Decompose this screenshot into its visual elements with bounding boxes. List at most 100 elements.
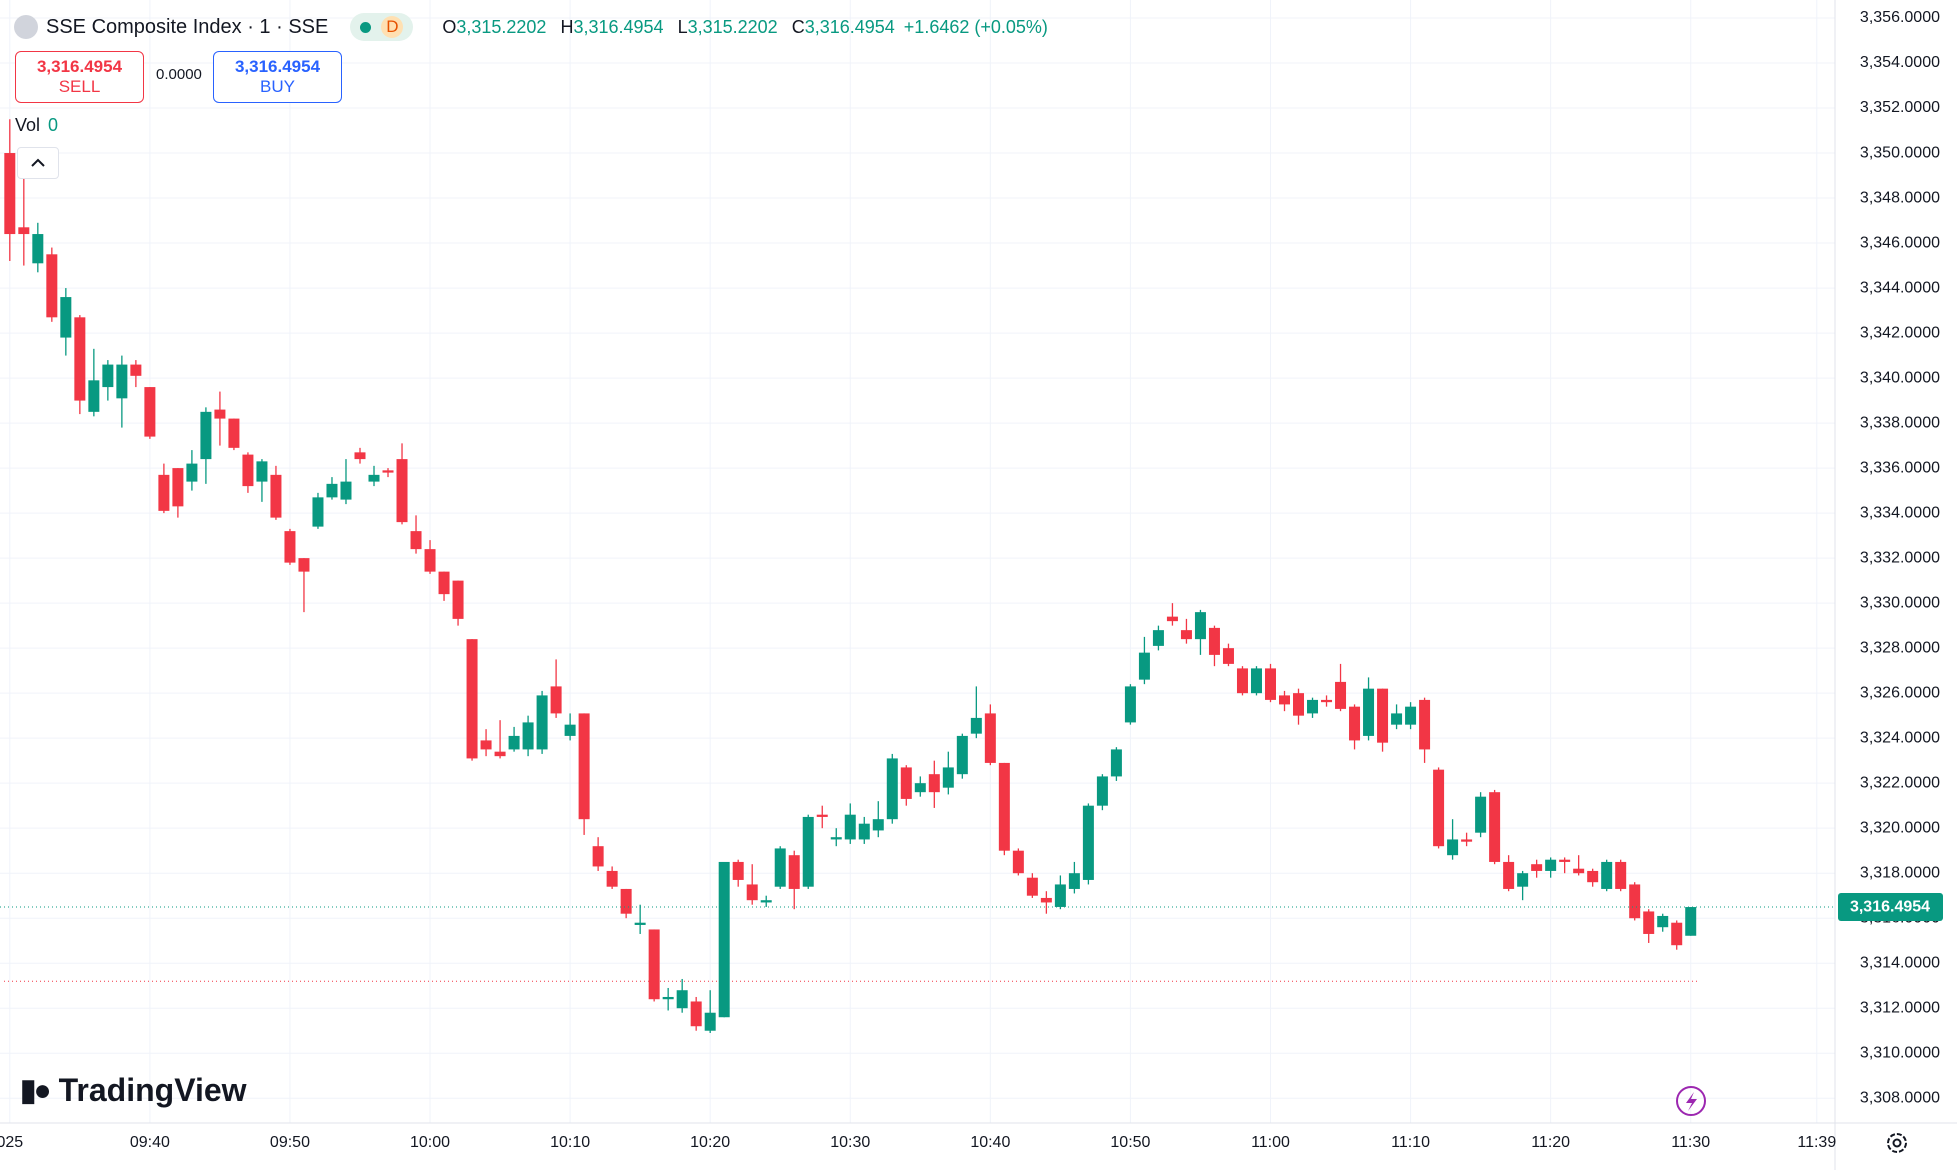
volume-value: 0 xyxy=(48,115,59,135)
logo-mark: ▮● xyxy=(20,1074,52,1107)
candle-body xyxy=(844,814,856,840)
spread: 0.0000 xyxy=(156,66,202,83)
candle-body xyxy=(1629,884,1641,919)
candle-body xyxy=(1587,870,1599,883)
candle-body xyxy=(1124,686,1136,723)
lightning-circle xyxy=(1676,1086,1706,1116)
candle-body xyxy=(1377,688,1389,743)
candle-body xyxy=(340,481,352,500)
buy-label: BUY xyxy=(260,77,295,96)
y-tick-label: 3,318.0000 xyxy=(1860,864,1940,881)
candle-body xyxy=(886,758,898,820)
candle-body xyxy=(1419,699,1431,750)
candle-body xyxy=(368,474,380,482)
candle-body xyxy=(1503,861,1515,889)
buy-button[interactable]: 3,316.4954 BUY xyxy=(213,51,342,103)
candle-body xyxy=(494,751,506,757)
sell-button[interactable]: 3,316.4954 SELL xyxy=(15,51,144,103)
candle-body xyxy=(452,580,464,619)
brand-name: TradingView xyxy=(58,1072,247,1108)
candle-body xyxy=(1110,749,1122,777)
candle-body xyxy=(1152,630,1164,646)
candle-body xyxy=(816,814,828,817)
market-status[interactable]: D xyxy=(350,13,414,41)
candle-body xyxy=(1363,688,1375,736)
lightning-icon xyxy=(1686,1092,1697,1111)
candle-body xyxy=(676,990,688,1009)
candle-body xyxy=(536,695,548,750)
y-tick-label: 3,314.0000 xyxy=(1860,954,1940,971)
candle-body xyxy=(1068,873,1080,889)
candle-body xyxy=(74,317,86,401)
sell-price: 3,316.4954 xyxy=(36,57,123,76)
candle-body xyxy=(1489,792,1501,862)
collapse-button[interactable] xyxy=(17,147,59,179)
candle-body xyxy=(1391,713,1403,725)
candle-body xyxy=(564,724,576,736)
ohlc-value: 3,316.4954 xyxy=(573,16,664,37)
candle-body xyxy=(956,735,968,775)
candle-body xyxy=(466,639,478,759)
chevron-icon xyxy=(31,158,45,167)
y-tick-label: 3,338.0000 xyxy=(1860,414,1940,431)
candle-body xyxy=(1194,612,1206,640)
y-tick-label: 3,322.0000 xyxy=(1860,774,1940,791)
candle-body xyxy=(1082,805,1094,880)
candle-body xyxy=(1054,884,1066,907)
candle-body xyxy=(270,474,282,518)
candle-body xyxy=(1222,648,1234,664)
candle-body xyxy=(550,686,562,714)
candle-body xyxy=(32,234,44,264)
candle-body xyxy=(606,870,618,887)
candle-body xyxy=(4,153,16,235)
candle-body xyxy=(690,1001,702,1027)
symbol-header: SSE Composite Index · 1 · SSE D O3,315.2… xyxy=(14,12,1048,42)
delay-badge: D xyxy=(381,16,404,38)
status-dot xyxy=(360,21,372,33)
candle-body xyxy=(592,846,604,867)
candle-body xyxy=(1405,706,1417,725)
candle-body xyxy=(1601,861,1613,889)
brand-logo[interactable]: ▮● TradingView xyxy=(20,1072,247,1109)
candle-body xyxy=(760,900,772,903)
y-tick-label: 3,340.0000 xyxy=(1860,369,1940,386)
candle-body xyxy=(1433,769,1445,847)
lightning-button[interactable] xyxy=(1676,1086,1706,1116)
candle-body xyxy=(60,297,72,338)
price-change: +1.6462 (+0.05%) xyxy=(903,16,1048,37)
settings-button[interactable] xyxy=(1887,1133,1907,1153)
candle-body xyxy=(1545,859,1557,871)
candle-body xyxy=(522,722,534,750)
candle-body xyxy=(998,762,1010,851)
x-tick-label: 025 xyxy=(0,1134,23,1151)
y-tick-label: 3,308.0000 xyxy=(1860,1089,1940,1106)
x-tick-label: 11:20 xyxy=(1531,1134,1570,1151)
x-tick-label: 11:10 xyxy=(1391,1134,1430,1151)
candle-body xyxy=(410,531,422,550)
candle-body xyxy=(662,996,674,1000)
y-tick-label: 3,334.0000 xyxy=(1860,504,1940,521)
candle-body xyxy=(480,740,492,750)
candle-body xyxy=(312,497,324,527)
ohlc-key: H xyxy=(560,16,574,37)
x-tick-label: 11:30 xyxy=(1671,1134,1710,1151)
symbol-name[interactable]: SSE Composite Index · 1 · SSE xyxy=(46,15,329,38)
candle-body xyxy=(424,549,436,572)
candle-body xyxy=(354,452,366,460)
x-tick-label: 10:30 xyxy=(830,1134,870,1151)
candle-body xyxy=(186,463,198,482)
candle-body xyxy=(1026,877,1038,896)
candle-body xyxy=(1264,668,1276,700)
candle-body xyxy=(1531,864,1543,871)
candle-body xyxy=(914,783,926,793)
candle-body xyxy=(1279,695,1290,705)
candle-body xyxy=(1517,873,1529,887)
candle-body xyxy=(1643,911,1655,934)
candle-body xyxy=(158,474,170,511)
y-tick-label: 3,356.0000 xyxy=(1860,9,1940,26)
candle-body xyxy=(1447,839,1459,856)
sell-label: SELL xyxy=(58,77,101,96)
candle-body xyxy=(802,816,814,887)
